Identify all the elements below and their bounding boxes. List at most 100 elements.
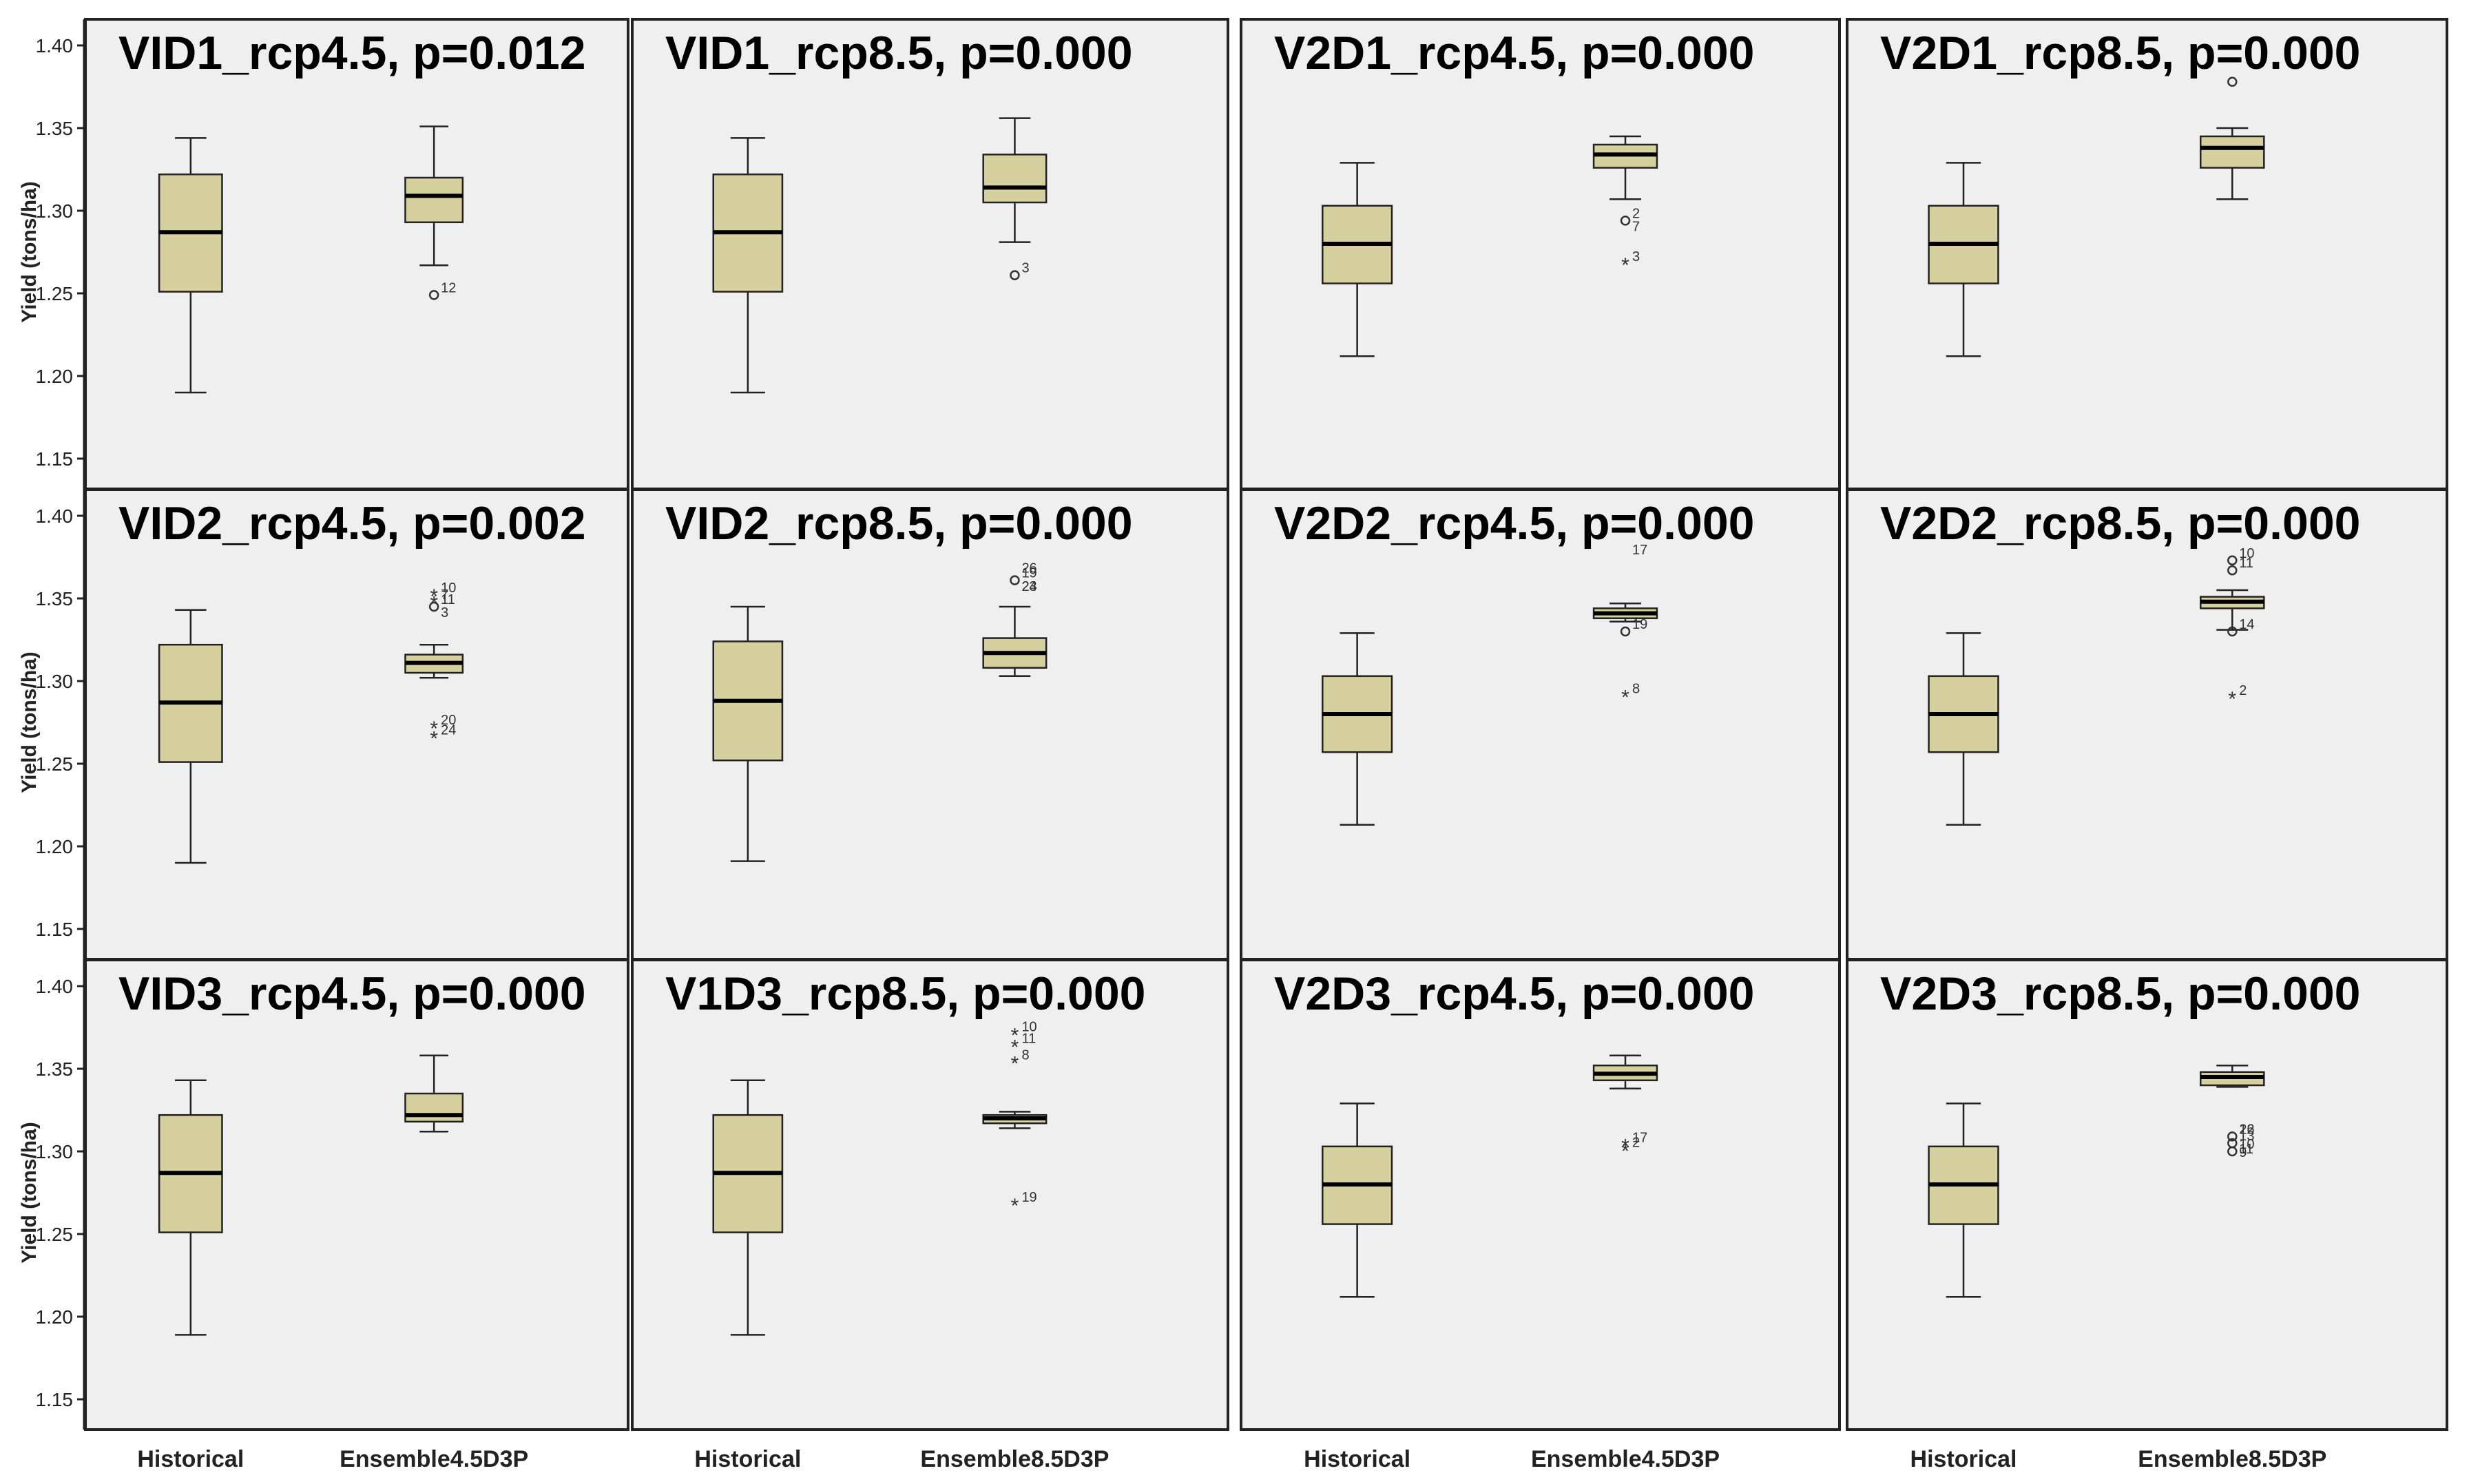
plot-grid: Yield (tons/ha) 1.40 1.35 1.30 1.25 1.20 1.15 V… [18,18,2448,1472]
outlier-label: 2 [2239,683,2247,698]
outlier-label: 3 [441,605,448,620]
outlier-circle [1010,575,1020,585]
outlier-star: * [1011,1195,1019,1217]
panel-title: V1D3_rcp8.5, p=0.000 [665,968,1145,1020]
outlier-label: 20 [441,713,456,728]
panel-4: V2D1_rcp8.5, p=0.000 [1846,18,2448,490]
y-tick-label: 1.30 [36,1141,74,1162]
panel-title: VID1_rcp8.5, p=0.000 [665,27,1133,79]
panel-title: V2D1_rcp8.5, p=0.000 [1880,27,2360,79]
x-tick-label: Ensemble8.5D3P [2138,1446,2326,1472]
outlier-circle [2227,76,2238,87]
outlier-star: * [1621,1140,1629,1163]
box-iqr [2199,135,2265,169]
panel-9: VID3_rcp4.5, p=0.000 [84,959,629,1431]
outlier-label: 24 [1021,579,1036,594]
outlier-label: 19 [1021,566,1036,581]
outlier-circle [428,290,439,300]
outlier-circle [2227,1131,2238,1142]
outlier-label: 2 [1632,1136,1640,1151]
outlier-label: 11 [2239,1142,2253,1157]
outlier-star: * [1621,254,1629,277]
y-tick-label: 1.40 [36,976,74,997]
x-tick-label: Ensemble8.5D3P [920,1446,1109,1472]
outlier-label: 9 [2239,1145,2247,1160]
y-tick-label: 1.15 [36,448,74,470]
outlier-label: 2 [1632,206,1640,221]
outlier-circle [2227,1146,2238,1157]
outlier-circle [2227,565,2238,576]
y-axis-label: Yield (tons/ha) [18,651,41,793]
y-tick-label: 1.35 [36,118,74,139]
y-tick-label: 1.15 [36,919,74,940]
x-tick-label: Historical [137,1446,244,1472]
y-tick-label: 1.30 [36,200,74,222]
outlier-label: 13 [2239,1129,2254,1144]
outlier-label: 11 [441,592,455,607]
panel-title: VID3_rcp4.5, p=0.000 [118,968,586,1020]
outlier-label: 3 [1021,261,1029,276]
y-axis-label: Yield (tons/ha) [18,1122,41,1264]
outlier-circle [1620,626,1631,637]
outlier-star: * [430,592,438,615]
outlier-star: * [430,728,438,751]
x-tick-label: Ensemble4.5D3P [1531,1446,1720,1472]
panel-title: V2D3_rcp4.5, p=0.000 [1274,968,1754,1020]
panel-title: VID2_rcp4.5, p=0.002 [118,497,586,550]
panel-title: VID1_rcp4.5, p=0.012 [118,27,586,79]
y-tick-label: 1.40 [36,35,74,56]
panel-title: V2D2_rcp4.5, p=0.000 [1274,497,1754,550]
outlier-label: 7 [441,587,448,603]
panel-10: V1D3_rcp8.5, p=0.000* 10* 11* 8* 19 [631,959,1229,1431]
x-tick-label: Ensemble4.5D3P [340,1446,528,1472]
outlier-label: 17 [1632,1130,1647,1145]
y-tick-label: 1.25 [36,753,74,775]
outlier-label: 8 [1021,1047,1029,1063]
outlier-label: 14 [2239,617,2254,632]
y-tick-label: 1.20 [36,1306,74,1328]
panel-11: V2D3_rcp4.5, p=0.000 * 17* 2 [1240,959,1841,1431]
outlier-label: 26 [1021,561,1036,576]
panel-title: VID2_rcp8.5, p=0.000 [665,497,1133,550]
outlier-label: 10 [2239,546,2254,561]
y-tick-label: 1.35 [36,1058,74,1080]
outlier-star: * [430,718,438,740]
panel-2: VID1_rcp8.5, p=0.000 3 [631,18,1229,490]
outlier-circle [2227,626,2238,637]
box-iqr [982,154,1048,204]
outlier-label: 19 [1632,617,1647,632]
panel-1: VID1_rcp4.5, p=0.012 12 [84,18,629,490]
outlier-star: * [2228,688,2236,711]
outlier-label: 19 [1021,1190,1036,1205]
panel-title: V2D3_rcp8.5, p=0.000 [1880,968,2360,1020]
y-tick-label: 1.40 [36,505,74,527]
outlier-label: 10 [441,581,456,596]
y-tick-label: 1.15 [36,1389,74,1410]
outlier-star: * [1011,1036,1019,1058]
outlier-label: 3 [1632,249,1640,264]
panel-title: V2D1_rcp4.5, p=0.000 [1274,27,1754,79]
outlier-star: * [1011,1025,1019,1047]
outlier-label: 7 [1632,220,1640,235]
outlier-label: 12 [441,280,456,295]
outlier-label: 8 [1632,682,1640,697]
outlier-label: 24 [441,723,456,738]
y-tick-label: 1.20 [36,366,74,387]
outlier-label: 26 [2239,1122,2254,1137]
outlier-label: 10 [2239,1137,2254,1152]
y-tick-label: 1.30 [36,671,74,692]
x-tick-label: Historical [694,1446,801,1472]
outlier-label: 10 [1021,1020,1036,1035]
panel-3: V2D1_rcp4.5, p=0.000 27 * 3 [1240,18,1841,490]
outlier-circle [1620,216,1631,226]
outlier-label: 11 [2239,556,2253,571]
x-tick-label: Historical [1910,1446,2017,1472]
outlier-star: * [1621,687,1629,709]
y-tick-label: 1.25 [36,1224,74,1245]
outlier-label: 17 [1632,543,1647,558]
